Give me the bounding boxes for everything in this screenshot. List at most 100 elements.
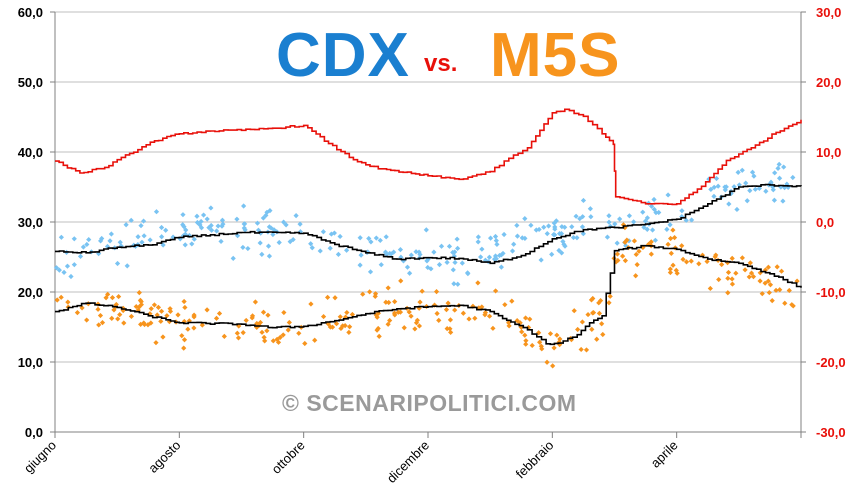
cdx-point — [139, 239, 145, 245]
cdx-point — [556, 247, 562, 254]
cdx-point — [541, 224, 547, 230]
cdx-point — [771, 197, 777, 203]
m5s-point — [74, 310, 81, 316]
cdx-point — [141, 233, 147, 239]
cdx-point — [653, 210, 659, 216]
cdx-point — [558, 231, 565, 237]
cdx-point — [208, 205, 214, 211]
cdx-point — [417, 251, 423, 258]
m5s-point — [412, 326, 418, 332]
m5s-point — [588, 297, 595, 303]
m5s-point — [158, 318, 164, 324]
m5s-point — [482, 312, 488, 318]
cdx-point — [573, 213, 579, 219]
m5s-point — [773, 287, 779, 293]
m5s-point — [383, 299, 389, 305]
m5s-point — [600, 331, 606, 338]
cdx-point — [209, 227, 215, 233]
m5s-point — [374, 314, 380, 320]
cdx-point — [493, 238, 499, 244]
cdx-point — [487, 235, 494, 241]
chart-title-vs: vs. — [424, 50, 458, 77]
m5s-point — [349, 311, 355, 318]
m5s-point — [766, 289, 772, 296]
y-tick-label-right: -30,0 — [816, 425, 846, 440]
m5s-point — [327, 324, 334, 330]
y-tick-label-right: -10,0 — [816, 285, 846, 300]
cdx-point — [522, 215, 528, 222]
m5s-point — [216, 310, 223, 317]
cdx-point — [424, 258, 430, 264]
m5s-point — [414, 317, 420, 323]
cdx-point — [283, 222, 289, 228]
m5s-point — [704, 258, 710, 265]
m5s-point — [479, 304, 485, 310]
cdx-point — [436, 262, 443, 268]
cdx-point — [450, 267, 456, 273]
m5s-point — [673, 267, 679, 273]
m5s-point — [145, 322, 151, 328]
m5s-point — [519, 329, 525, 335]
m5s-point — [270, 338, 276, 344]
m5s-point — [596, 300, 602, 306]
cdx-point — [254, 220, 261, 226]
m5s-point — [296, 330, 302, 336]
cdx-point — [117, 239, 123, 245]
m5s-point — [347, 324, 353, 330]
cdx-point — [790, 174, 796, 181]
cdx-point — [108, 231, 114, 237]
m5s-point — [475, 280, 481, 286]
m5s-point — [99, 320, 106, 326]
m5s-point — [466, 316, 472, 322]
m5s-point — [670, 227, 676, 233]
cdx-point — [61, 269, 67, 275]
m5s-point — [447, 317, 454, 323]
m5s-point — [448, 329, 454, 335]
cdx-point — [357, 262, 363, 268]
cdx-point — [158, 224, 165, 231]
cdx-point — [606, 213, 612, 219]
m5s-point — [614, 251, 621, 257]
m5s-point — [550, 363, 556, 369]
m5s-point — [346, 329, 352, 335]
m5s-point — [668, 235, 674, 242]
m5s-point — [746, 274, 752, 280]
m5s-point — [636, 248, 642, 254]
m5s-point — [716, 276, 722, 283]
m5s-point — [729, 255, 735, 261]
cdx-point — [455, 281, 461, 287]
cdx-point — [182, 242, 188, 248]
cdx-point — [612, 221, 618, 227]
m5s-point — [342, 314, 349, 320]
m5s-point — [578, 346, 584, 353]
m5s-point — [529, 342, 535, 349]
m5s-point — [337, 314, 343, 320]
x-tick-label: dicembre — [384, 438, 432, 486]
cdx-point — [189, 241, 195, 247]
y-tick-label-left: 10,0 — [18, 355, 43, 370]
cdx-point — [245, 245, 251, 252]
m5s-point — [109, 315, 115, 321]
m5s-point — [154, 312, 160, 318]
cdx-point — [533, 227, 539, 233]
cdx-point — [366, 235, 372, 242]
cdx-point — [290, 236, 296, 243]
cdx-point — [451, 281, 457, 287]
cdx-point — [271, 227, 277, 233]
cdx-point — [308, 241, 314, 247]
m5s-point — [634, 261, 640, 268]
m5s-point — [527, 316, 533, 322]
cdx-point — [147, 237, 153, 243]
m5s-point — [544, 359, 550, 365]
m5s-point — [280, 332, 286, 338]
m5s-point — [557, 342, 563, 348]
m5s-point — [538, 343, 544, 349]
m5s-point — [769, 298, 775, 304]
m5s-point — [778, 268, 785, 274]
cdx-point — [397, 247, 404, 253]
cdx-point — [335, 251, 342, 257]
cdx-point — [140, 218, 147, 224]
m5s-point — [729, 281, 736, 287]
y-tick-label-right: 30,0 — [816, 5, 841, 20]
cdx-point — [241, 221, 247, 227]
